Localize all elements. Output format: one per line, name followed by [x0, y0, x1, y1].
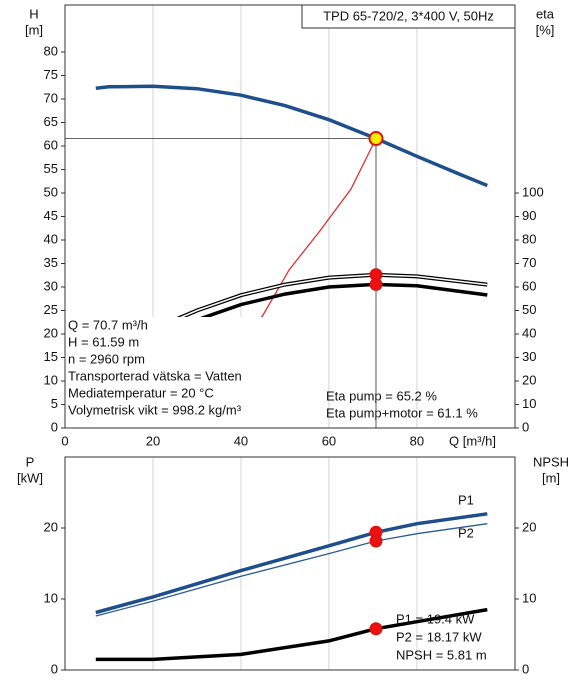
point-marker [368, 131, 384, 147]
y-tick-label: 75 [44, 67, 58, 82]
y-tick-label: 20 [44, 325, 58, 340]
y2-tick-label: 60 [522, 278, 536, 293]
curve [95, 512, 488, 615]
x-tick-label: 0 [61, 433, 68, 448]
plot-frame [64, 4, 516, 429]
y2-axis-label: [m] [542, 470, 560, 485]
y2-tick-label: 40 [522, 325, 536, 340]
y-tick-label: 20 [44, 519, 58, 534]
y-tick-label: 10 [44, 372, 58, 387]
note-text: Eta pump = 65.2 % [326, 388, 437, 403]
y-axis-label: P [26, 454, 35, 469]
y2-axis-label: NPSH [533, 454, 569, 469]
plot-frame [64, 456, 516, 671]
info-box [65, 317, 272, 428]
y-tick-label: 0 [51, 419, 58, 434]
y2-tick-label: 0 [522, 661, 529, 676]
y-tick-label: 30 [44, 278, 58, 293]
y2-tick-label: 20 [522, 372, 536, 387]
y-tick-label: 5 [51, 396, 58, 411]
x-tick-label: 80 [410, 433, 424, 448]
y2-tick-label: 80 [522, 231, 536, 246]
y2-tick-label: 10 [522, 590, 536, 605]
note-text: P1 = 19.4 kW [396, 611, 475, 626]
y-tick-label: 55 [44, 161, 58, 176]
y2-tick-label: 70 [522, 255, 536, 270]
y2-tick-label: 100 [522, 184, 544, 199]
curve-label: P1 [458, 492, 474, 507]
y2-axis-label: eta [536, 6, 555, 21]
info-text: Mediatemperatur = 20 °C [68, 385, 214, 400]
y2-tick-label: 50 [522, 302, 536, 317]
curve-label: P2 [458, 525, 474, 540]
x-tick-label: 40 [234, 433, 248, 448]
x-tick-label: 60 [322, 433, 336, 448]
y2-axis-label: [%] [536, 22, 555, 37]
y-tick-label: 80 [44, 43, 58, 58]
x-axis-label: Q [m³/h] [449, 433, 496, 448]
y-tick-label: 45 [44, 208, 58, 223]
info-text: n = 2960 rpm [68, 351, 145, 366]
y-tick-label: 60 [44, 137, 58, 152]
chart-title: TPD 65-720/2, 3*400 V, 50Hz [323, 8, 494, 23]
curve-inner [174, 274, 488, 321]
y-tick-label: 50 [44, 184, 58, 199]
y2-tick-label: 10 [522, 396, 536, 411]
x-tick-label: 20 [146, 433, 160, 448]
y-tick-label: 15 [44, 349, 58, 364]
y2-tick-label: 90 [522, 208, 536, 223]
point-marker [369, 277, 383, 291]
y-tick-label: 0 [51, 661, 58, 676]
y-tick-label: 25 [44, 302, 58, 317]
y2-tick-label: 0 [522, 419, 529, 434]
note-text: Eta pump+motor = 61.1 % [326, 405, 478, 420]
info-text: Transporterad vätska = Vatten [68, 368, 242, 383]
y-axis-label: [kW] [17, 470, 43, 485]
point-marker [369, 534, 383, 548]
y2-tick-label: 30 [522, 349, 536, 364]
y-tick-label: 10 [44, 590, 58, 605]
info-text: H = 61.59 m [68, 334, 139, 349]
y2-tick-label: 20 [522, 519, 536, 534]
y-tick-label: 70 [44, 90, 58, 105]
note-text: NPSH = 5.81 m [396, 647, 487, 662]
curve [95, 84, 488, 188]
y-axis-label: [m] [25, 22, 43, 37]
info-text: Volymetrisk vikt = 998.2 kg/m³ [68, 402, 242, 417]
y-axis-label: H [29, 6, 38, 21]
info-text: Q = 70.7 m³/h [68, 317, 148, 332]
point-marker [369, 622, 383, 636]
y-tick-label: 40 [44, 231, 58, 246]
title-box [301, 4, 516, 29]
curve [95, 523, 488, 617]
note-text: P2 = 18.17 kW [396, 629, 482, 644]
y-tick-label: 65 [44, 114, 58, 129]
y-tick-label: 35 [44, 255, 58, 270]
curve [95, 607, 488, 662]
